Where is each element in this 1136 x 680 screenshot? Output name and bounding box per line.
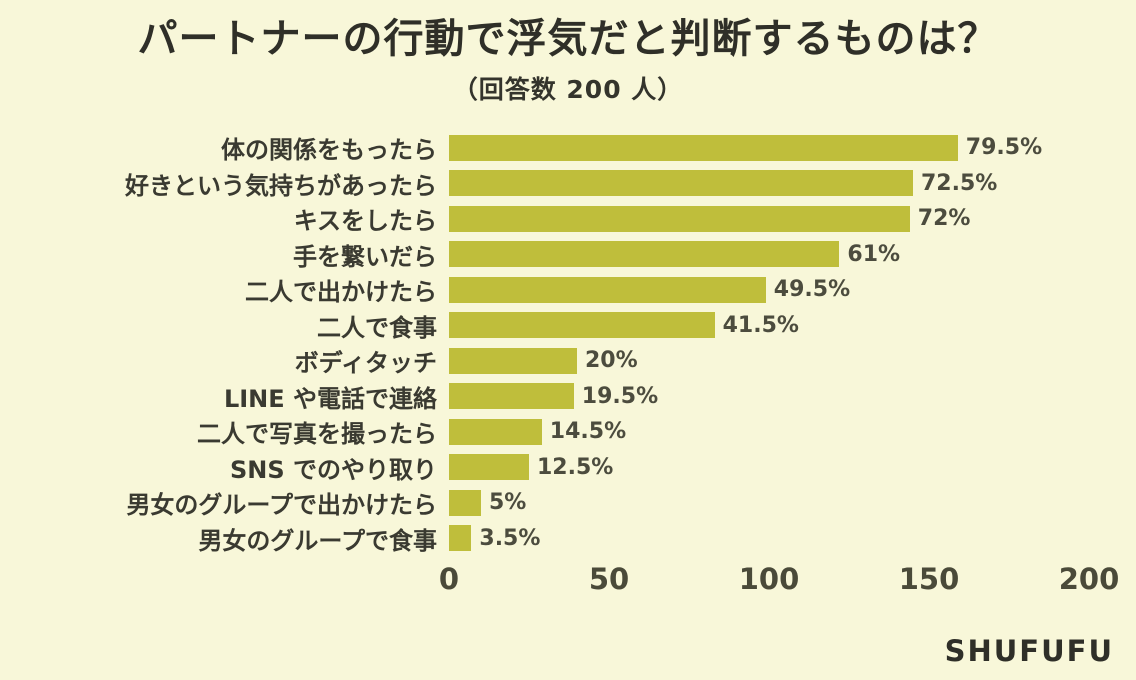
bar-track: 20% [449,343,1089,379]
category-label: 手を繋いだら [293,242,437,271]
x-axis-tick: 100 [738,562,800,596]
category-label: SNS でのやり取り [229,455,437,484]
bar [449,383,574,410]
category-label: LINE や電話で連絡 [223,384,437,413]
percent-label: 49.5% [773,277,851,303]
category-label: ボディタッチ [294,349,437,378]
x-axis: 0 50 100 150 200 [0,562,1119,598]
chart-row: 好きという気持ちがあったら 72.5% [0,166,1089,202]
brand-logo: SHUFUFU [944,634,1114,668]
bar-track: 5% [449,485,1089,521]
percent-label: 12.5% [537,454,614,480]
bar [449,312,715,339]
percent-label: 72.5% [921,170,998,196]
percent-label: 20% [585,348,638,374]
category-label: 好きという気持ちがあったら [125,171,437,200]
chart-row: 二人で出かけたら 49.5% [0,272,1089,308]
chart-row: 体の関係をもったら 79.5% [0,130,1089,166]
category-label: 二人で食事 [317,313,437,342]
chart-row: 男女のグループで出かけたら 5% [0,485,1089,521]
chart-subtitle: （回答数 200 人） [452,75,684,104]
percent-label: 19.5% [581,383,659,409]
bar-track: 72.5% [449,166,1089,202]
percent-label: 3.5% [479,525,541,551]
x-axis-ticks: 0 50 100 150 200 [439,562,1119,598]
chart-row: キスをしたら 72% [0,201,1089,237]
category-label: 男女のグループで出かけたら [126,491,437,520]
bar [449,525,472,552]
category-label: 二人で写真を撮ったら [197,420,437,449]
x-axis-tick: 200 [1058,562,1120,596]
bar-track: 72% [449,201,1089,237]
category-label: 体の関係をもったら [221,136,437,165]
x-axis-tick: 0 [438,562,460,596]
bar-track: 12.5% [449,450,1089,486]
category-label: 二人で出かけたら [245,278,437,307]
chart-title: パートナーの行動で浮気だと判断するものは？ [137,16,999,62]
chart-row: 二人で写真を撮ったら 14.5% [0,414,1089,450]
chart-row: LINE や電話で連絡 19.5% [0,379,1089,415]
bar-track: 61% [449,237,1089,273]
bar-track: 3.5% [449,521,1089,557]
x-axis-tick: 150 [898,562,960,596]
bar [449,347,577,374]
chart-rows: 体の関係をもったら 79.5% 好きという気持ちがあったら 72.5% キスをしたら 72… [0,130,1089,556]
bar-track: 49.5% [449,272,1089,308]
chart-row: 男女のグループで食事 3.5% [0,521,1089,557]
x-axis-tick: 50 [588,562,630,596]
bar-track: 19.5% [449,379,1089,415]
bar [449,418,542,445]
percent-label: 5% [489,490,527,516]
chart-row: 二人で食事 41.5% [0,308,1089,344]
bar [449,489,481,516]
bar [449,134,958,161]
chart-row: SNS でのやり取り 12.5% [0,450,1089,486]
bar-chart: 体の関係をもったら 79.5% 好きという気持ちがあったら 72.5% キスをしたら 72… [0,130,1136,598]
chart-row: ボディタッチ 20% [0,343,1089,379]
bar-track: 41.5% [449,308,1089,344]
category-label: 男女のグループで食事 [198,526,437,555]
chart-page: パートナーの行動で浮気だと判断するものは？ （回答数 200 人） 体の関係をも… [0,16,1136,680]
percent-label: 41.5% [722,312,799,338]
percent-label: 79.5% [965,135,1043,161]
bar-track: 79.5% [449,130,1089,166]
bar [449,241,840,268]
chart-row: 手を繋いだら 61% [0,237,1089,273]
percent-label: 61% [847,241,901,267]
bar [449,276,766,303]
bar [449,454,529,481]
bar [449,170,913,197]
bar [449,205,910,232]
x-axis-spacer [0,562,449,598]
percent-label: 14.5% [549,419,627,445]
bar-track: 14.5% [449,414,1089,450]
category-label: キスをしたら [293,207,437,236]
percent-label: 72% [917,206,971,232]
